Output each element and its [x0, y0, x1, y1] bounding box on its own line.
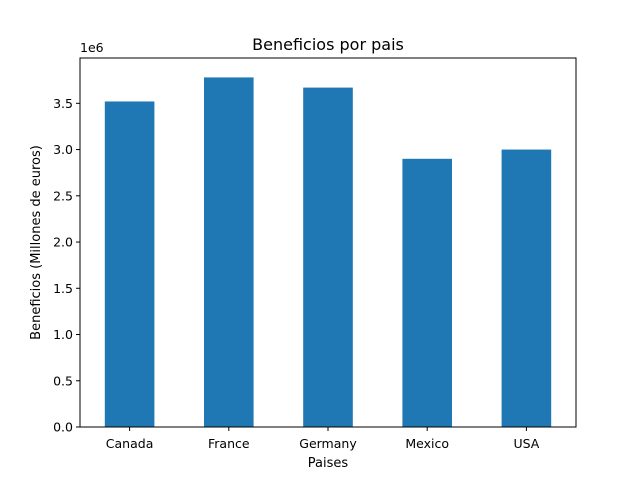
y-axis-ticks: 0.0 0.5 1.0 1.5 2.0 2.5 3.0 3.5: [53, 96, 80, 435]
bar-canada: [104, 101, 155, 428]
y-tick-label: 3.0: [53, 142, 73, 157]
bar-france: [204, 77, 254, 427]
y-tick-label: 2.5: [53, 188, 73, 203]
y-axis-offset-label: 1e6: [80, 40, 104, 55]
x-axis-ticks: Canada France Germany Mexico USA: [106, 427, 540, 451]
x-tick-label: Mexico: [405, 436, 449, 451]
y-tick-label: 1.5: [53, 281, 73, 296]
x-tick-label: USA: [513, 436, 539, 451]
chart-title: Beneficios por pais: [252, 35, 404, 54]
y-tick-label: 0.0: [53, 420, 73, 435]
bar-usa: [501, 149, 552, 427]
y-tick-label: 1.0: [53, 327, 73, 342]
y-tick-label: 0.5: [53, 373, 73, 388]
x-axis-label: Paises: [308, 456, 349, 471]
y-axis-label: Beneficios (Millones de euros): [29, 145, 44, 340]
bar-mexico: [402, 158, 452, 427]
bar-germany: [303, 87, 353, 427]
bars-group: [104, 77, 552, 428]
y-tick-label: 3.5: [53, 96, 73, 111]
plot-frame: [79, 57, 577, 428]
x-tick-label: Canada: [106, 436, 154, 451]
y-tick-label: 2.0: [53, 235, 73, 250]
x-tick-label: Germany: [299, 436, 357, 451]
x-tick-label: France: [208, 436, 250, 451]
